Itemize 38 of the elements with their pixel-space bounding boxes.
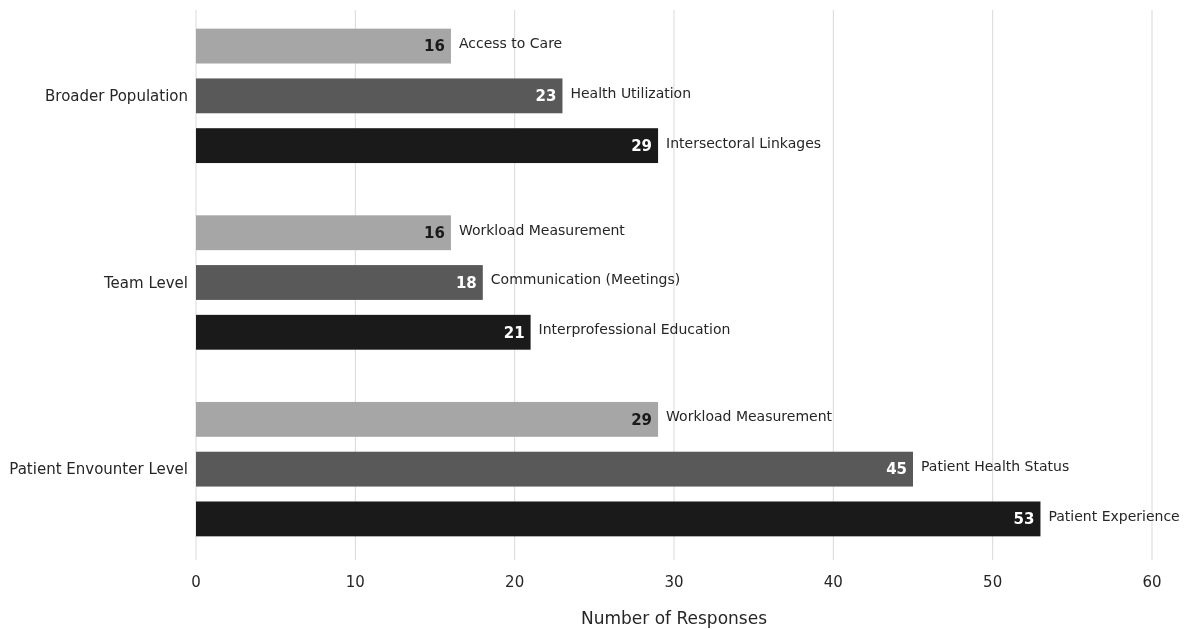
- bar: [196, 78, 563, 114]
- annotation: Intersectoral Linkages: [666, 134, 822, 151]
- data-label: 29: [631, 136, 653, 155]
- data-label: 21: [503, 323, 525, 342]
- x-axis-title: Number of Responses: [581, 608, 768, 628]
- x-tick-label: 40: [823, 573, 843, 591]
- annotation: Access to Care: [458, 34, 563, 51]
- data-label: 23: [535, 87, 557, 106]
- bar: [196, 401, 659, 437]
- x-tick-label: 10: [345, 573, 365, 591]
- bar: [196, 501, 1041, 537]
- data-label: 16: [424, 223, 445, 242]
- bar: [196, 128, 659, 164]
- annotation: Patient Experience: [1048, 507, 1180, 524]
- annotation: Workload Measurement: [666, 408, 833, 425]
- y-tick-label: Team Level: [102, 273, 188, 292]
- annotation: Patient Health Status: [921, 458, 1070, 475]
- x-tick-label: 0: [191, 573, 201, 591]
- annotation: Health Utilization: [570, 84, 692, 101]
- bar: [196, 28, 451, 64]
- x-tick-label: 30: [664, 573, 684, 591]
- bar: [196, 265, 483, 300]
- data-label: 53: [1013, 510, 1035, 529]
- data-label: 29: [631, 410, 653, 429]
- x-tick-label: 20: [505, 573, 525, 591]
- y-tick-label: Broader Population: [45, 87, 188, 106]
- y-tick-label: Patient Envounter Level: [9, 460, 188, 479]
- bar: [196, 314, 531, 350]
- data-label: 18: [455, 273, 477, 292]
- annotation: Communication (Meetings): [490, 271, 681, 288]
- x-tick-label: 60: [1142, 573, 1162, 591]
- annotation: Workload Measurement: [458, 221, 626, 238]
- bar: [196, 451, 913, 487]
- data-label: 16: [424, 37, 445, 56]
- x-tick-label: 50: [983, 573, 1003, 591]
- bar: [196, 215, 451, 251]
- data-label: 45: [886, 460, 907, 479]
- annotation: Interprofessional Education: [538, 321, 731, 338]
